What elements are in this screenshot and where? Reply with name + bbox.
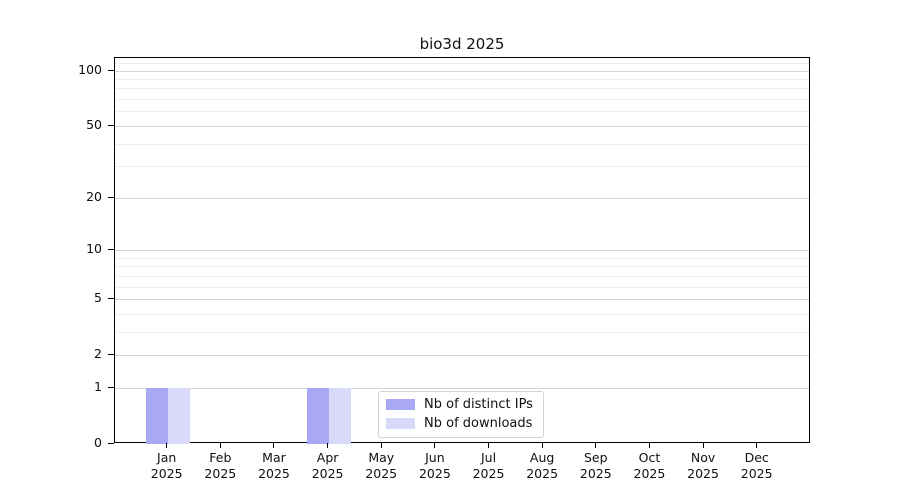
legend-label: Nb of distinct IPs (424, 397, 533, 412)
x-tick-year: 2025 (258, 466, 290, 481)
minor-gridline (115, 266, 809, 268)
y-tick-mark (108, 387, 114, 388)
x-tick-label: Aug 2025 (510, 450, 574, 482)
x-tick-label: Oct 2025 (617, 450, 681, 482)
x-tick-label: Nov 2025 (671, 450, 735, 482)
chart-title: bio3d 2025 (419, 35, 505, 53)
x-tick-year: 2025 (365, 466, 398, 481)
y-tick-mark (108, 298, 114, 299)
x-tick-year: 2025 (204, 466, 237, 481)
legend-label: Nb of downloads (424, 416, 533, 431)
x-tick-year: 2025 (687, 466, 719, 481)
major-gridline (115, 249, 809, 251)
x-tick-label: Jan 2025 (135, 450, 199, 482)
x-tick-label: Jul 2025 (457, 450, 521, 482)
x-tick-mark (702, 443, 704, 448)
x-tick-mark (488, 443, 490, 448)
major-gridline (115, 70, 809, 72)
x-tick-mark (273, 443, 275, 448)
plot-area (114, 57, 810, 444)
x-tick-mark (595, 443, 597, 448)
y-tick-mark (108, 125, 114, 126)
y-tick-label: 1 (94, 379, 102, 394)
x-tick-year: 2025 (579, 466, 612, 481)
x-tick-label: May 2025 (349, 450, 413, 482)
minor-gridline (115, 166, 809, 168)
x-tick-label: Sep 2025 (564, 450, 628, 482)
x-tick-year: 2025 (740, 466, 773, 481)
minor-gridline (115, 257, 809, 259)
x-tick-year: 2025 (472, 466, 505, 481)
x-tick-month: May (368, 450, 395, 465)
y-tick-label: 2 (94, 346, 102, 361)
major-gridline (115, 387, 809, 389)
x-tick-mark (166, 443, 168, 448)
legend-row: Nb of downloads (386, 416, 535, 431)
minor-gridline (115, 313, 809, 315)
y-tick-label: 100 (78, 62, 102, 77)
minor-gridline (115, 331, 809, 333)
x-tick-label: Jun 2025 (403, 450, 467, 482)
x-tick-mark (648, 443, 650, 448)
x-tick-mark (541, 443, 543, 448)
x-tick-month: Jun (425, 450, 445, 465)
minor-gridline (115, 111, 809, 113)
x-tick-month: Mar (262, 450, 286, 465)
minor-gridline (115, 62, 809, 64)
bar-downloads (328, 387, 351, 444)
major-gridline (115, 125, 809, 127)
x-tick-month: Jul (480, 450, 497, 465)
minor-gridline (115, 143, 809, 145)
x-tick-month: Dec (744, 450, 769, 465)
y-tick-mark (108, 70, 114, 71)
major-gridline (115, 299, 809, 301)
y-tick-label: 10 (86, 241, 102, 256)
x-tick-mark (327, 443, 329, 448)
y-tick-mark (108, 249, 114, 250)
x-tick-label: Apr 2025 (296, 450, 360, 482)
x-tick-month: Apr (316, 450, 339, 465)
x-tick-label: Mar 2025 (242, 450, 306, 482)
legend-swatch (386, 418, 415, 429)
y-tick-label: 20 (86, 189, 102, 204)
x-tick-mark (380, 443, 382, 448)
bar-downloads (167, 387, 190, 444)
x-tick-year: 2025 (526, 466, 559, 481)
bar-distinct-ips (306, 387, 329, 444)
minor-gridline (115, 275, 809, 277)
minor-gridline (115, 88, 809, 90)
x-tick-year: 2025 (311, 466, 344, 481)
y-tick-label: 0 (94, 435, 102, 450)
legend: Nb of distinct IPs Nb of downloads (378, 391, 544, 438)
y-tick-label: 5 (94, 290, 102, 305)
legend-row: Nb of distinct IPs (386, 397, 535, 412)
x-tick-mark (434, 443, 436, 448)
x-tick-mark (756, 443, 758, 448)
x-tick-month: Aug (529, 450, 555, 465)
major-gridline (115, 355, 809, 357)
minor-gridline (115, 286, 809, 288)
y-tick-mark (108, 443, 114, 444)
x-tick-year: 2025 (633, 466, 666, 481)
minor-gridline (115, 99, 809, 101)
bar-distinct-ips (145, 387, 168, 444)
x-tick-year: 2025 (418, 466, 451, 481)
y-tick-label: 50 (86, 117, 102, 132)
x-tick-mark (219, 443, 221, 448)
x-tick-label: Dec 2025 (725, 450, 789, 482)
y-tick-mark (108, 197, 114, 198)
legend-swatch (386, 399, 415, 410)
x-tick-year: 2025 (150, 466, 183, 481)
y-tick-mark (108, 354, 114, 355)
major-gridline (115, 197, 809, 199)
x-tick-month: Nov (690, 450, 716, 465)
minor-gridline (115, 79, 809, 81)
x-tick-month: Jan (157, 450, 177, 465)
x-tick-label: Feb 2025 (188, 450, 252, 482)
x-tick-month: Oct (638, 450, 661, 465)
x-tick-month: Feb (209, 450, 232, 465)
x-tick-month: Sep (584, 450, 608, 465)
